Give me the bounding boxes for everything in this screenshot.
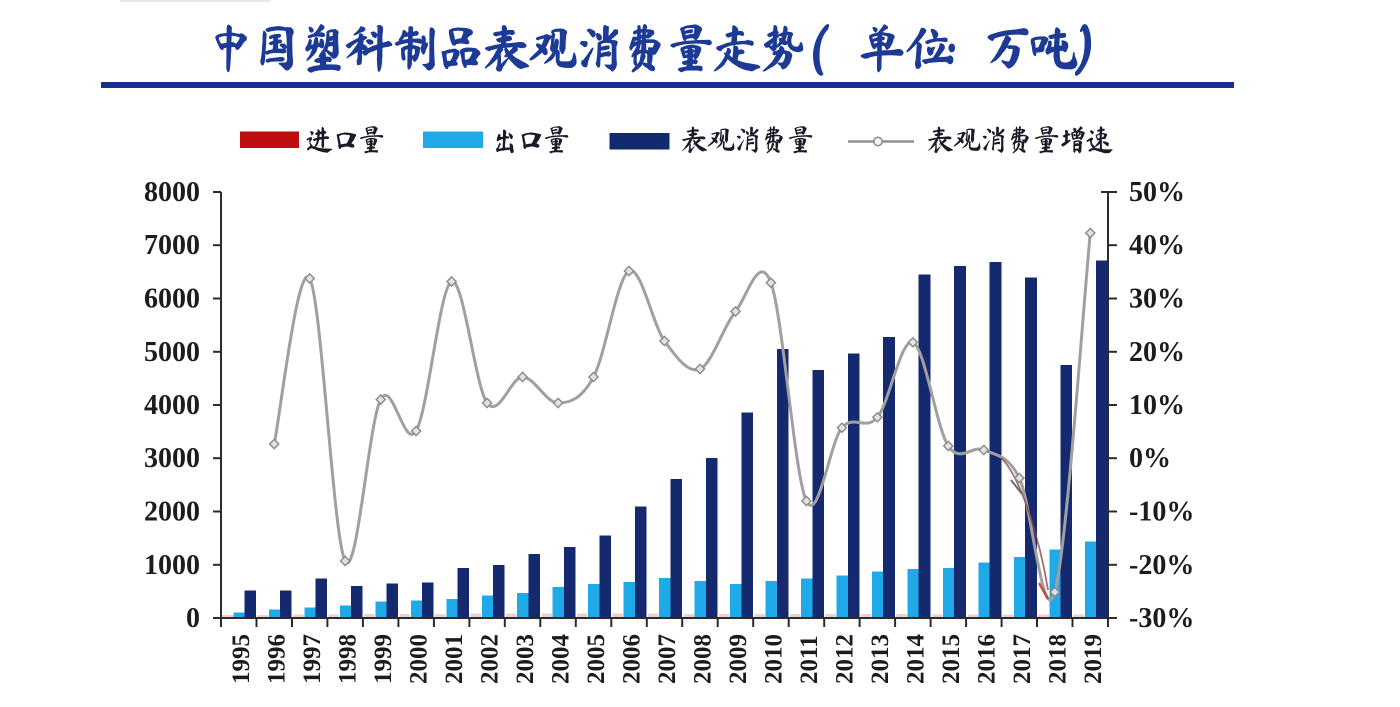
svg-text:2016: 2016 — [973, 634, 1000, 684]
svg-text:0%: 0% — [1129, 443, 1171, 474]
svg-text:3000: 3000 — [144, 443, 200, 474]
svg-text:6000: 6000 — [144, 284, 200, 315]
svg-text:1996: 1996 — [264, 634, 291, 684]
svg-text:20%: 20% — [1129, 337, 1185, 368]
svg-text:2013: 2013 — [867, 634, 894, 684]
svg-text:2018: 2018 — [1044, 634, 1071, 684]
svg-text:4000: 4000 — [144, 390, 200, 421]
svg-text:5000: 5000 — [144, 337, 200, 368]
svg-text:-10%: -10% — [1129, 497, 1194, 528]
svg-text:2007: 2007 — [654, 634, 681, 684]
svg-text:1995: 1995 — [228, 634, 255, 684]
svg-text:7000: 7000 — [144, 230, 200, 261]
svg-text:2001: 2001 — [441, 634, 468, 684]
svg-text:2003: 2003 — [512, 634, 539, 684]
svg-text:2006: 2006 — [619, 634, 646, 684]
svg-text:2000: 2000 — [144, 497, 200, 528]
svg-text:40%: 40% — [1129, 230, 1185, 261]
svg-text:50%: 50% — [1129, 177, 1185, 208]
svg-text:2004: 2004 — [548, 634, 575, 685]
svg-text:2010: 2010 — [760, 634, 787, 684]
svg-text:10%: 10% — [1129, 390, 1185, 421]
svg-text:2012: 2012 — [831, 634, 858, 684]
svg-text:2017: 2017 — [1009, 634, 1036, 684]
svg-text:2011: 2011 — [796, 635, 823, 684]
svg-text:-20%: -20% — [1129, 550, 1194, 581]
svg-text:30%: 30% — [1129, 284, 1185, 315]
svg-text:-30%: -30% — [1129, 603, 1194, 634]
svg-text:1998: 1998 — [335, 634, 362, 684]
svg-text:1999: 1999 — [370, 634, 397, 684]
svg-text:0: 0 — [186, 603, 200, 634]
svg-text:2005: 2005 — [583, 634, 610, 684]
svg-text:2015: 2015 — [938, 634, 965, 684]
svg-text:1997: 1997 — [299, 634, 326, 684]
svg-text:2014: 2014 — [902, 634, 929, 685]
svg-text:2002: 2002 — [477, 634, 504, 684]
svg-text:2008: 2008 — [690, 634, 717, 684]
svg-text:2000: 2000 — [406, 634, 433, 684]
svg-text:2019: 2019 — [1080, 634, 1107, 684]
svg-text:8000: 8000 — [144, 177, 200, 208]
svg-text:1000: 1000 — [144, 550, 200, 581]
svg-text:2009: 2009 — [725, 634, 752, 684]
